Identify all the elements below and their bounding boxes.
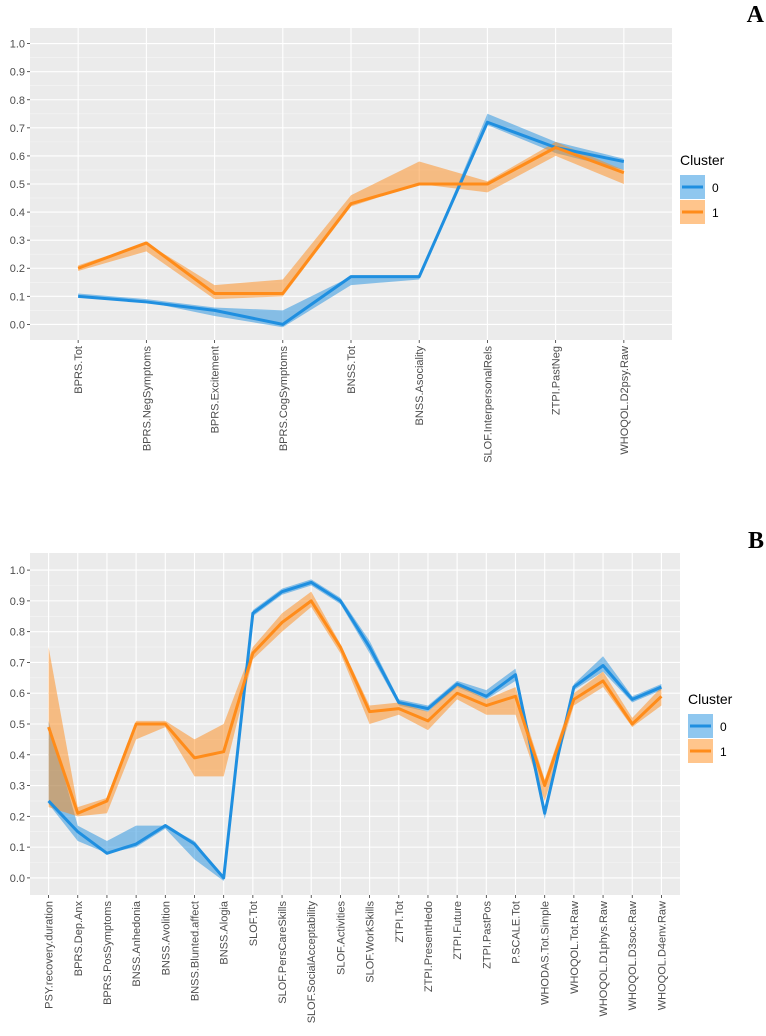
x-tick-label: BPRS.Excitement [210,346,222,433]
x-tick-label: SLOF.WorkSkills [365,901,377,983]
x-tick-label: ZTPI.PastNeg [551,346,563,415]
y-tick-label: 0.1 [10,291,25,303]
x-tick-label: ZTPI.Tot [394,901,406,943]
x-tick-label: PSY.recovery.duration [44,901,56,1009]
y-tick-label: 0.8 [10,627,25,639]
y-tick-label: 0.4 [10,750,25,762]
panel-b: B 0.0 0.1 0.2 0.3 0.4 0.5 0.6 0.7 0.8 0.9 1.0 PSY.re… [10,528,764,1023]
x-tick-label: SLOF.Tot [248,901,260,946]
y-tick-label: 0.0 [10,873,25,885]
x-tick-label: SLOF.InterpersonalRels [482,346,494,463]
x-tick-label: WHOQOL.D4env.Raw [656,901,668,1010]
x-tick-label: WHOQOL.Tot.Raw [569,901,581,994]
y-tick-label: 0.9 [10,67,25,79]
x-tick-label: ZTPI.PastPos [481,901,493,969]
y-tick-label: 0.7 [10,657,25,669]
y-tick-label: 1.0 [10,39,25,51]
legend-label-cluster-0: 0 [720,720,727,734]
y-tick-label: 0.5 [10,179,25,191]
y-tick-label: 0.3 [10,781,25,793]
x-tick-label: WHOQOL.D3soc.Raw [627,901,639,1010]
legend-title: Cluster [688,691,733,707]
panel-a: A 0.0 0.1 0.2 0.3 0.4 0.5 0.6 0.7 0.8 0.9 1.0 BPRS.T… [10,2,765,463]
y-tick-label: 0.3 [10,235,25,247]
x-tick-label: WHOQOL.D1phys.Raw [598,901,610,1017]
y-tick-label: 0.8 [10,95,25,107]
y-tick-label: 0.5 [10,719,25,731]
x-tick-label: SLOF.Activities [335,901,347,975]
x-tick-label: WHODAS.Tot.Simple [540,901,552,1005]
line-cluster-1 [47,599,663,815]
x-tick-label: BNSS.Blunted.affect [189,901,201,1001]
x-tick-label: BPRS.Tot [73,346,85,394]
y-tick-label: 0.2 [10,263,25,275]
panel-label: B [748,528,764,554]
legend-label-cluster-1: 1 [720,745,727,759]
x-tick-label: BNSS.Tot [346,346,358,394]
x-tick-label: BPRS.NegSymptoms [141,346,153,452]
legend: Cluster 0 1 [688,691,733,763]
y-tick-label: 0.6 [10,688,25,700]
x-tick-label: ZTPI.Future [452,901,464,960]
x-tick-label: WHOQOL.D2psy.Raw [619,346,631,455]
x-tick-label: BPRS.CogSymptoms [278,346,290,452]
legend-label-cluster-0: 0 [712,181,719,195]
legend: Cluster 0 1 [680,152,725,224]
x-tick-label: SLOF.PersCareSkills [277,901,289,1004]
y-tick-label: 0.4 [10,207,25,219]
panel-label: A [747,2,765,28]
x-tick-label: BNSS.Alogia [219,900,231,964]
legend-label-cluster-1: 1 [712,206,719,220]
y-tick-label: 0.2 [10,811,25,823]
x-tick-label: P.SCALE.Tot [511,901,523,964]
x-tick-label: SLOF.SocialAcceptability [306,901,318,1024]
line-cluster-0 [47,580,663,880]
y-tick-label: 0.7 [10,123,25,135]
x-tick-label: BNSS.Avolition [160,901,172,975]
legend-title: Cluster [680,152,725,168]
x-tick-label: BNSS.Asociality [414,346,426,426]
y-tick-label: 0.6 [10,151,25,163]
y-tick-label: 0.9 [10,596,25,608]
x-tick-label: BPRS.Dep.Anx [73,901,85,977]
x-tick-label: BNSS.Anhedonia [131,900,143,986]
y-tick-label: 1.0 [10,565,25,577]
ribbon-cluster-1 [78,141,624,300]
ribbon-cluster-1 [48,591,662,817]
y-tick-label: 0.1 [10,842,25,854]
x-tick-label: BPRS.PosSymptoms [102,901,114,1005]
ribbon-cluster-0 [78,113,624,328]
x-tick-label: ZTPI.PresentHedo [423,901,435,992]
y-tick-label: 0.0 [10,319,25,331]
